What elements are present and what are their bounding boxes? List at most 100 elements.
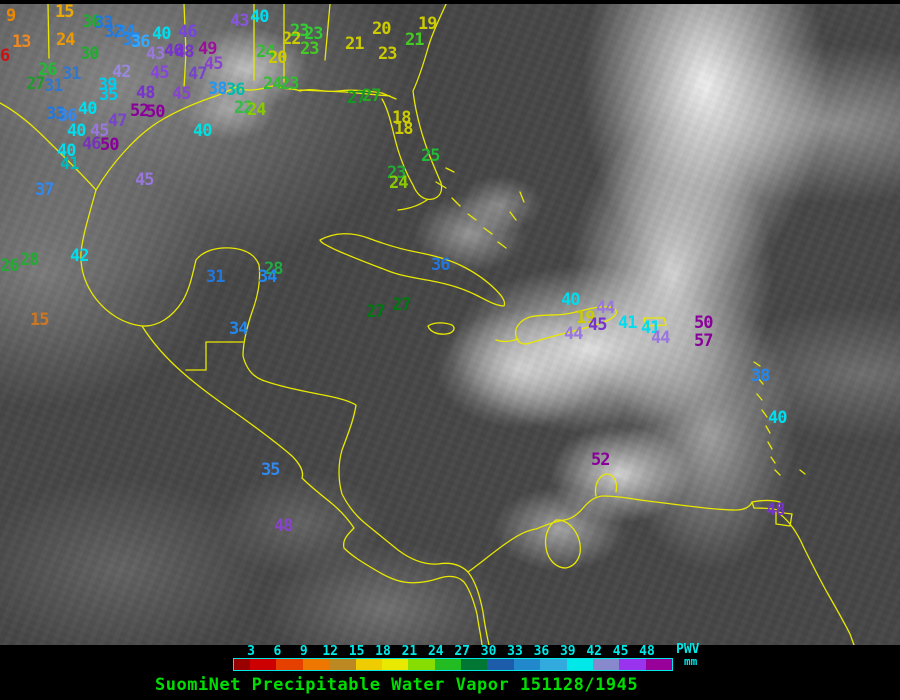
station-value: 47 [188, 64, 208, 84]
station-value: 25 [421, 146, 441, 166]
station-value: 44 [651, 328, 671, 348]
station-value: 34 [258, 267, 278, 287]
station-value: 45 [135, 170, 155, 190]
border-nm-tx [47, 4, 50, 59]
colorbar-tick-label: 45 [612, 644, 629, 659]
station-value: 30 [82, 12, 102, 32]
station-value: 15 [30, 310, 50, 330]
station-value: 13 [12, 32, 32, 52]
colorbar-segment [487, 659, 514, 670]
station-value: 52 [130, 101, 150, 121]
colorbar-segment [381, 659, 409, 670]
colorbar-segment [329, 659, 356, 670]
colorbar-segment [566, 659, 593, 670]
coastline-trinidad [751, 499, 793, 527]
unit-mm-label: mm [684, 655, 698, 668]
station-value: 41 [60, 154, 80, 174]
colorbar-segment [540, 659, 567, 670]
coastline-us-gulf [95, 84, 397, 191]
station-value: 15 [55, 4, 75, 22]
station-value: 27 [362, 86, 382, 106]
station-value: 40 [67, 121, 87, 141]
station-value: 22 [234, 98, 254, 118]
colorbar-tick-label: 42 [586, 644, 603, 659]
station-value: 43 [146, 44, 166, 64]
colorbar-tick-label: 3 [247, 644, 255, 659]
station-value: 50 [694, 313, 714, 333]
station-value: 32 [104, 22, 124, 42]
station-value: 48 [766, 500, 786, 520]
coastline-paraguana [594, 473, 618, 497]
station-value: 42 [70, 246, 90, 266]
station-value: 39 [98, 75, 118, 95]
colorbar [233, 658, 673, 671]
colorbar-tick-label: 48 [639, 644, 655, 659]
station-value: 21 [405, 30, 425, 50]
colorbar-tick-label: 33 [507, 644, 523, 659]
station-value: 36 [226, 80, 246, 100]
colorbar-tick-label: 39 [559, 644, 576, 659]
station-value: 24 [247, 100, 267, 120]
colorbar-segment [408, 659, 435, 670]
colorbar-segment [250, 659, 277, 670]
colorbar-segment [619, 659, 646, 670]
colorbar-segment [276, 659, 303, 670]
colorbar-units: PWV mm [676, 643, 699, 667]
coastline-cuba [319, 233, 506, 307]
station-value: 18 [394, 119, 414, 139]
station-value: 23 [387, 163, 407, 183]
unit-pwv-label: PWV [676, 642, 700, 657]
station-value: 40 [152, 24, 172, 44]
colorbar-segment [355, 659, 382, 670]
station-value: 9 [6, 6, 16, 26]
station-value: 6 [0, 46, 10, 66]
station-value: 40 [57, 141, 77, 161]
station-value: 23 [280, 74, 300, 94]
station-value: 38 [208, 79, 228, 99]
coastline-hispaniola [495, 306, 617, 345]
station-value: 44 [596, 298, 616, 318]
station-value: 33 [46, 104, 66, 124]
station-value: 27 [347, 88, 367, 108]
colorbar-tick-label: 36 [533, 644, 550, 659]
colorbar-segment [461, 659, 488, 670]
station-value: 28 [20, 250, 40, 270]
station-value: 34 [116, 22, 136, 42]
coastline-florida [381, 4, 447, 201]
station-value: 31 [206, 267, 226, 287]
station-value: 38 [751, 366, 771, 386]
station-value: 26 [38, 60, 58, 80]
station-value: 23 [290, 21, 310, 41]
coastline-southamerica [467, 495, 753, 573]
station-value: 46 [164, 41, 184, 61]
coastline-puertorico [643, 317, 667, 327]
station-value: 41 [618, 313, 638, 333]
station-value: 49 [198, 39, 218, 59]
station-value: 36 [131, 32, 151, 52]
coastline-lake-maracaibo [544, 519, 582, 569]
colorbar-segment [513, 659, 541, 670]
station-value: 31 [44, 76, 64, 96]
station-value: 41 [641, 318, 661, 338]
coastline-bahamas [435, 167, 525, 249]
station-value: 31 [62, 64, 82, 84]
station-value: 35 [122, 30, 142, 50]
border-al-ga [324, 4, 331, 61]
colorbar-ticks: 3 6 9 12 15 18 21 24 27 30 33 36 39 42 45 48 [0, 645, 900, 658]
station-value: 36 [431, 255, 451, 275]
station-values-layer: 9 15 13 6 24 30 26 31 27 31 30 33 32 34 35 36 40 46 43 40 43… [0, 4, 900, 645]
colorbar-tick-label: 24 [427, 644, 444, 659]
station-value: 44 [564, 324, 584, 344]
border-guatemala [185, 341, 244, 371]
border-tx-la [183, 4, 187, 89]
colorbar-tick-label: 21 [401, 644, 418, 659]
station-value: 23 [300, 39, 320, 59]
colorbar-segment [592, 659, 620, 670]
station-value: 50 [100, 135, 120, 155]
station-value: 47 [108, 111, 128, 131]
station-value: 24 [256, 42, 276, 62]
station-value: 27 [366, 302, 386, 322]
station-value: 34 [229, 319, 249, 339]
colorbar-segment [434, 659, 461, 670]
legend-panel: 3 6 9 12 15 18 21 24 27 30 33 36 39 42 45 48 PWV mm Suo… [0, 643, 900, 700]
